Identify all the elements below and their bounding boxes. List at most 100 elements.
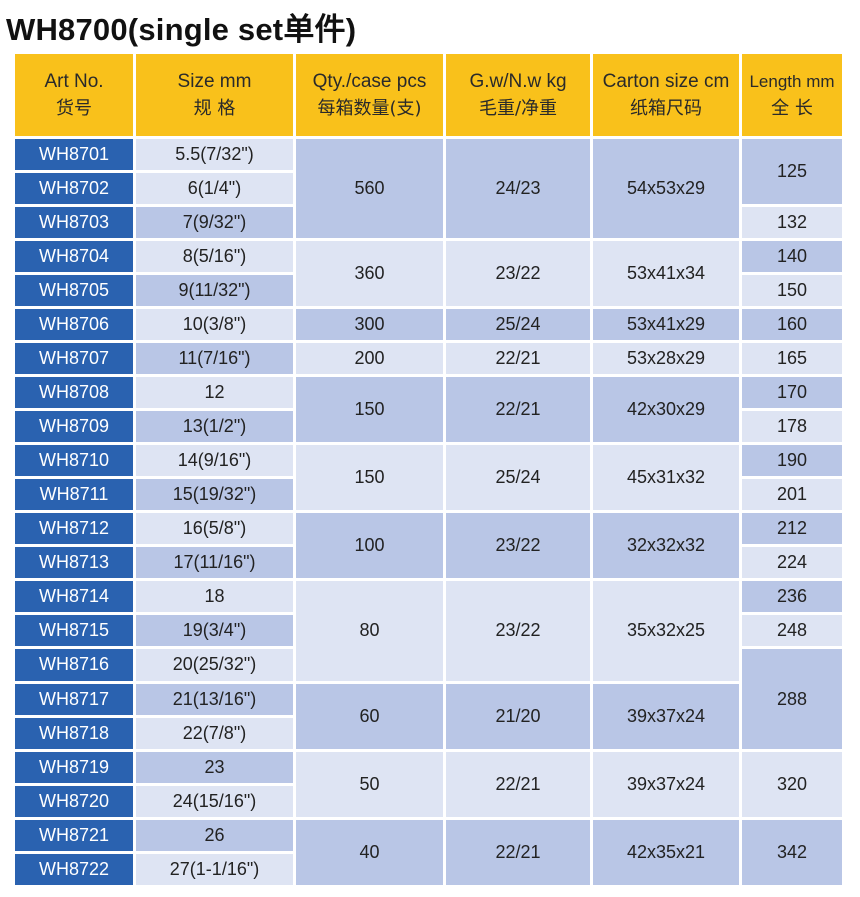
table-row: WH8716 20(25/32") 288 <box>15 649 842 749</box>
length-cell: 288 <box>742 649 842 749</box>
art-no-cell: WH8711 <box>15 479 133 511</box>
size-cell: 24(15/16") <box>136 785 293 817</box>
table-row: WH8709 13(1/2") 178 <box>15 411 842 443</box>
table-row: WH8704 8(5/16") 360 23/22 53x41x34 140 <box>15 241 842 307</box>
header-cn: 毛重/净重 <box>478 98 558 119</box>
header-row: Art No. 货号 Size mm 规 格 Qty./case pcs 每箱数量(支… <box>15 54 842 136</box>
table-row: WH8719 23 50 22/21 39x37x24 320 <box>15 751 842 817</box>
length-cell: 170 <box>742 377 842 409</box>
qty-cell: 80 <box>296 581 443 681</box>
spec-table: Art No. 货号 Size mm 规 格 Qty./case pcs 每箱数量(支… <box>12 51 845 888</box>
qty-cell: 40 <box>296 819 443 885</box>
size-cell: 15(19/32") <box>136 479 293 511</box>
size-cell: 12 <box>136 377 293 409</box>
length-cell: 178 <box>742 411 842 443</box>
art-no-cell: WH8721 <box>15 819 133 851</box>
carton-cell: 53x28x29 <box>593 343 739 375</box>
weight-cell: 22/21 <box>446 751 590 817</box>
page-title: WH8700(single set单件) <box>6 12 357 47</box>
size-cell: 20(25/32") <box>136 649 293 681</box>
header-cn: 规 格 <box>193 98 236 119</box>
art-no-cell: WH8720 <box>15 785 133 817</box>
header-art-no: Art No. 货号 <box>15 54 133 136</box>
carton-cell: 42x30x29 <box>593 377 739 443</box>
header-qty: Qty./case pcs 每箱数量(支) <box>296 54 443 136</box>
weight-cell: 23/22 <box>446 513 590 579</box>
art-no-cell: WH8710 <box>15 445 133 477</box>
qty-cell: 560 <box>296 139 443 239</box>
weight-cell: 22/21 <box>446 819 590 885</box>
length-cell: 201 <box>742 479 842 511</box>
size-cell: 17(11/16") <box>136 547 293 579</box>
size-cell: 9(11/32") <box>136 275 293 307</box>
art-no-cell: WH8718 <box>15 717 133 749</box>
carton-cell: 53x41x29 <box>593 309 739 341</box>
weight-cell: 23/22 <box>446 581 590 681</box>
art-no-cell: WH8722 <box>15 853 133 885</box>
table-row: WH8705 9(11/32") 150 <box>15 275 842 307</box>
length-cell: 342 <box>742 819 842 885</box>
carton-cell: 35x32x25 <box>593 581 739 681</box>
art-no-cell: WH8706 <box>15 309 133 341</box>
carton-cell: 42x35x21 <box>593 819 739 885</box>
header-weight: G.w/N.w kg 毛重/净重 <box>446 54 590 136</box>
length-cell: 212 <box>742 513 842 545</box>
weight-cell: 25/24 <box>446 445 590 511</box>
table-row: WH8711 15(19/32") 201 <box>15 479 842 511</box>
qty-cell: 360 <box>296 241 443 307</box>
qty-cell: 150 <box>296 377 443 443</box>
qty-cell: 100 <box>296 513 443 579</box>
length-cell: 190 <box>742 445 842 477</box>
size-cell: 13(1/2") <box>136 411 293 443</box>
art-no-cell: WH8719 <box>15 751 133 783</box>
qty-cell: 50 <box>296 751 443 817</box>
art-no-cell: WH8717 <box>15 683 133 715</box>
art-no-cell: WH8709 <box>15 411 133 443</box>
header-en: Qty./case pcs <box>312 71 427 92</box>
size-cell: 26 <box>136 819 293 851</box>
size-cell: 8(5/16") <box>136 241 293 273</box>
table-row: WH8720 24(15/16") <box>15 785 842 817</box>
table-row: WH8702 6(1/4") <box>15 173 842 205</box>
art-no-cell: WH8714 <box>15 581 133 613</box>
qty-cell: 60 <box>296 683 443 749</box>
size-cell: 16(5/8") <box>136 513 293 545</box>
length-cell: 160 <box>742 309 842 341</box>
length-cell: 236 <box>742 581 842 613</box>
carton-cell: 54x53x29 <box>593 139 739 239</box>
table-row: WH8710 14(9/16") 150 25/24 45x31x32 190 <box>15 445 842 511</box>
length-cell: 132 <box>742 207 842 239</box>
art-no-cell: WH8702 <box>15 173 133 205</box>
art-no-cell: WH8705 <box>15 275 133 307</box>
table-row: WH8714 18 80 23/22 35x32x25 236 <box>15 581 842 681</box>
size-cell: 7(9/32") <box>136 207 293 239</box>
size-cell: 23 <box>136 751 293 783</box>
carton-cell: 32x32x32 <box>593 513 739 579</box>
header-cn: 全 长 <box>771 98 813 119</box>
size-cell: 10(3/8") <box>136 309 293 341</box>
art-no-cell: WH8713 <box>15 547 133 579</box>
carton-cell: 39x37x24 <box>593 683 739 749</box>
carton-cell: 39x37x24 <box>593 751 739 817</box>
table-row: WH8721 26 40 22/21 42x35x21 342 <box>15 819 842 885</box>
header-en: Carton size cm <box>602 71 730 92</box>
art-no-cell: WH8716 <box>15 649 133 681</box>
size-cell: 6(1/4") <box>136 173 293 205</box>
header-cn: 纸箱尺码 <box>630 98 702 119</box>
size-cell: 18 <box>136 581 293 613</box>
table-row: WH8715 19(3/4") 248 <box>15 615 842 647</box>
table-row: WH8707 11(7/16") 200 22/21 53x28x29 165 <box>15 343 842 375</box>
length-cell: 248 <box>742 615 842 647</box>
header-en: Size mm <box>177 71 252 92</box>
qty-cell: 300 <box>296 309 443 341</box>
carton-cell: 53x41x34 <box>593 241 739 307</box>
length-cell: 125 <box>742 139 842 205</box>
header-cn: 每箱数量(支) <box>317 98 422 119</box>
table-row: WH8718 22(7/8") <box>15 717 842 749</box>
art-no-cell: WH8712 <box>15 513 133 545</box>
table-row: WH8708 12 150 22/21 42x30x29 170 <box>15 377 842 443</box>
qty-cell: 200 <box>296 343 443 375</box>
length-cell: 150 <box>742 275 842 307</box>
size-cell: 22(7/8") <box>136 717 293 749</box>
size-cell: 21(13/16") <box>136 683 293 715</box>
